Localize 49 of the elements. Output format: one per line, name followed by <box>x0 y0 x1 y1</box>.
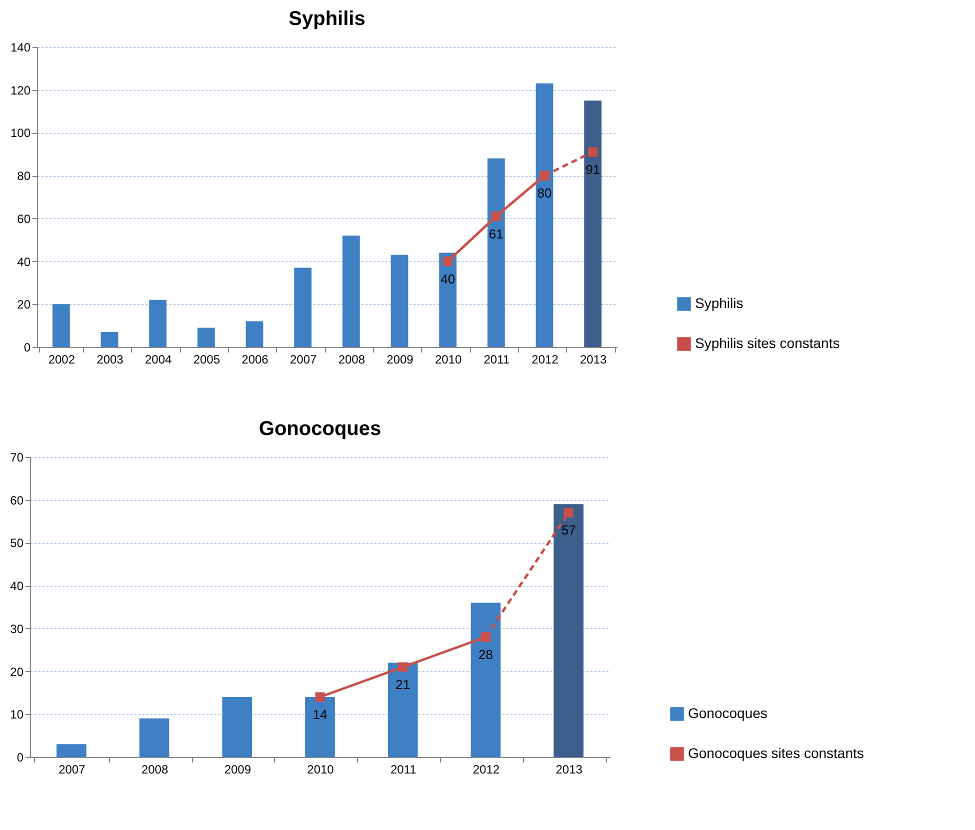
y-tick-label: 140 <box>10 40 31 54</box>
chart-title: Gonocoques <box>258 418 382 440</box>
legend-label: Gonocoques sites constants <box>688 745 864 761</box>
data-label: 28 <box>478 647 493 662</box>
x-tick-label: 2012 <box>532 352 559 366</box>
data-label: 14 <box>312 707 328 722</box>
y-tick-label: 0 <box>24 340 31 354</box>
x-tick-label: 2006 <box>242 352 269 366</box>
x-tick-label: 2007 <box>58 762 86 776</box>
data-label: 91 <box>586 162 600 177</box>
y-tick-label: 10 <box>10 708 24 722</box>
x-tick-label: 2010 <box>434 352 462 366</box>
y-tick-label: 50 <box>10 536 24 550</box>
x-tick-label: 2010 <box>307 762 334 776</box>
x-tick-label: 2003 <box>96 352 124 366</box>
data-label: 61 <box>488 226 504 242</box>
y-tick-label: 70 <box>10 450 24 464</box>
x-tick-label: 2009 <box>224 762 252 776</box>
x-tick-label: 2005 <box>193 352 220 366</box>
x-tick-label: 2013 <box>580 352 608 366</box>
chart-title: Syphilis <box>288 8 366 30</box>
legend-label: Syphilis sites constants <box>695 335 840 351</box>
x-tick-label: 2011 <box>484 352 510 366</box>
x-tick-label: 2009 <box>386 352 414 366</box>
y-tick-label: 80 <box>17 169 31 184</box>
x-tick-label: 2002 <box>48 352 76 366</box>
x-tick-label: 2013 <box>556 762 583 776</box>
data-label: 40 <box>440 271 456 286</box>
legend-label: Gonocoques <box>688 705 768 721</box>
y-tick-label: 30 <box>10 622 24 636</box>
y-tick-label: 100 <box>10 126 31 140</box>
y-tick-label: 20 <box>17 298 31 312</box>
x-tick-label: 2008 <box>338 352 366 366</box>
y-tick-label: 60 <box>10 493 24 508</box>
y-tick-label: 40 <box>17 254 31 269</box>
x-tick-label: 2012 <box>472 762 500 776</box>
y-tick-label: 120 <box>10 83 31 98</box>
y-tick-label: 0 <box>16 750 24 764</box>
legend-label: Syphilis <box>695 295 744 311</box>
y-tick-label: 60 <box>17 212 31 226</box>
y-tick-label: 40 <box>10 579 24 594</box>
data-label: 21 <box>396 677 410 692</box>
x-tick-label: 2007 <box>290 352 318 366</box>
x-tick-label: 2004 <box>144 352 172 366</box>
data-label: 80 <box>537 186 552 201</box>
x-tick-label: 2011 <box>390 762 417 776</box>
data-label: 57 <box>561 522 576 538</box>
x-tick-label: 2008 <box>141 762 168 776</box>
y-tick-label: 20 <box>10 664 24 679</box>
